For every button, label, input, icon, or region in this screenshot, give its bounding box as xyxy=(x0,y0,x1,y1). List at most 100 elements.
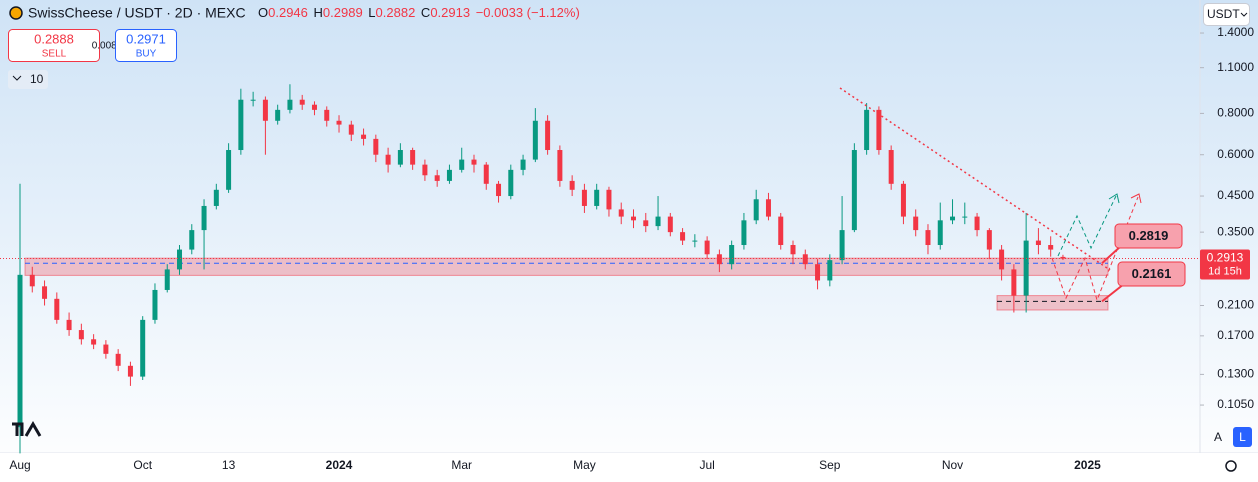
indicator-count[interactable]: 10 xyxy=(30,72,44,86)
candle-body xyxy=(900,183,906,217)
projection-bull xyxy=(1057,195,1117,257)
candle-body xyxy=(704,240,710,255)
callouts: 0.2819 0.2161 xyxy=(1101,223,1186,303)
candle-body xyxy=(1060,256,1066,259)
candle-body xyxy=(950,216,956,221)
settings-icon[interactable] xyxy=(1225,460,1237,472)
candle-body xyxy=(643,220,649,227)
candle-body xyxy=(78,330,84,340)
axes: 1.4000 1.1000 0.8000 0.6000 0.4500 0.3500 0.21… xyxy=(0,25,1254,472)
candle-body xyxy=(275,109,281,121)
candle-body xyxy=(692,240,698,242)
currency[interactable]: USDT xyxy=(1207,7,1240,21)
buy-price[interactable]: 0.2971 xyxy=(126,31,166,46)
candle-body xyxy=(606,189,612,210)
candle-body xyxy=(655,216,661,227)
candle-body xyxy=(226,150,232,190)
ohlc-letter: H xyxy=(314,5,323,20)
candle-body xyxy=(348,124,354,135)
ohlc-letter: O xyxy=(258,5,268,20)
candle-body xyxy=(177,249,183,270)
y-tick-label: 0.2100 xyxy=(1217,298,1254,312)
countdown: 1d 15h xyxy=(1208,265,1242,277)
indicator-toggle[interactable] xyxy=(8,70,48,89)
x-tick-label: May xyxy=(573,458,596,472)
candle-body xyxy=(765,199,771,217)
candle-body xyxy=(508,169,514,197)
candle-body xyxy=(962,216,968,218)
candle-body xyxy=(594,189,600,206)
x-tick-label: Nov xyxy=(942,458,963,472)
candle-body xyxy=(741,220,747,246)
candle-body xyxy=(299,99,305,105)
candle-body xyxy=(287,99,293,110)
callout-pointer xyxy=(1101,283,1125,303)
log-scale-bg[interactable] xyxy=(1233,427,1252,447)
candle-body xyxy=(569,180,575,190)
y-tick-label: 0.4500 xyxy=(1217,188,1254,202)
candle-body xyxy=(851,150,857,231)
x-tick-label: 13 xyxy=(222,458,236,472)
candle-body xyxy=(324,109,330,121)
candle-body xyxy=(974,216,980,231)
candle-body xyxy=(496,183,502,197)
candle-body xyxy=(581,189,587,206)
support-zone xyxy=(24,257,1109,276)
candle-body xyxy=(115,353,121,366)
candle-body xyxy=(483,164,489,184)
x-tick-label: 2025 xyxy=(1074,458,1101,472)
zones xyxy=(24,257,1109,311)
buy-button[interactable] xyxy=(115,29,177,62)
buy-label[interactable]: BUY xyxy=(136,49,157,60)
candle-body xyxy=(753,199,759,221)
sell-button[interactable] xyxy=(8,29,100,62)
y-tick-label: 0.3500 xyxy=(1217,224,1254,238)
current-price-bg xyxy=(1200,249,1250,280)
sell-price[interactable]: 0.2888 xyxy=(34,31,74,46)
candle-body xyxy=(864,109,870,151)
candle-body xyxy=(361,134,367,139)
candle-body xyxy=(127,365,133,377)
candle-body xyxy=(66,319,72,331)
candles xyxy=(17,84,1066,454)
candle-body xyxy=(1011,269,1017,296)
candle-body xyxy=(790,245,796,255)
tv-logo xyxy=(12,421,42,437)
candle-body xyxy=(557,150,563,181)
callout-label: 0.2819 xyxy=(1129,228,1169,243)
candle-body xyxy=(471,159,477,165)
log-scale-button[interactable]: L xyxy=(1239,430,1246,444)
projection-arrow xyxy=(1108,193,1120,204)
candle-body xyxy=(1023,240,1029,296)
currency-dropdown[interactable] xyxy=(1203,3,1250,26)
y-tick-label: 1.4000 xyxy=(1217,25,1254,39)
auto-scale-button[interactable]: A xyxy=(1214,430,1222,444)
candle-body xyxy=(532,120,538,160)
projection-arrow xyxy=(1130,193,1142,204)
candle-body xyxy=(778,216,784,246)
candle-body xyxy=(827,260,833,281)
candle-body xyxy=(410,150,416,165)
callout-box xyxy=(1117,261,1186,287)
y-tick-label: 0.1300 xyxy=(1217,367,1254,381)
candle-body xyxy=(140,319,146,377)
projection-bear xyxy=(1051,196,1139,302)
candle-body xyxy=(545,120,551,151)
candle-body xyxy=(42,286,48,299)
ohlc-letter: L xyxy=(368,5,375,20)
candle-body xyxy=(17,274,23,428)
candle-body xyxy=(238,99,244,151)
trend-line xyxy=(839,87,1111,271)
candle-body xyxy=(986,230,992,250)
callout-pointer xyxy=(1101,245,1122,264)
x-tick-label: Mar xyxy=(451,458,472,472)
candle-body xyxy=(434,175,440,181)
sell-label[interactable]: SELL xyxy=(42,49,67,60)
y-tick-label: 1.1000 xyxy=(1217,60,1254,74)
symbol-title: SwissCheese / USDT · 2D · MEXC xyxy=(28,5,246,21)
callout-box xyxy=(1114,223,1183,249)
change-value: −0.0033 (−1.12%) xyxy=(476,5,580,20)
candle-body xyxy=(385,154,391,165)
